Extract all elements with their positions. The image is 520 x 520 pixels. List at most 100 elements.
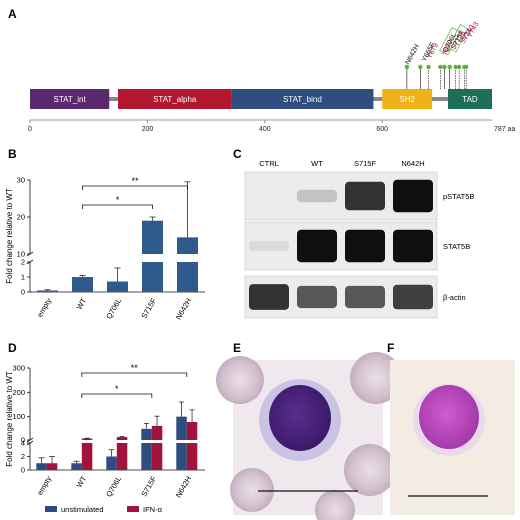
western-blot: CTRL WT S715F N642H pSTAT5B STAT5B β-actin	[244, 159, 474, 319]
blot-band	[393, 179, 433, 213]
y-tick-label: 4	[21, 439, 25, 448]
significance-label: *	[115, 384, 119, 394]
mutation-marker	[453, 64, 458, 70]
domain-sh2	[382, 89, 433, 109]
significance-label: *	[116, 195, 120, 205]
red-blood-cell	[216, 356, 264, 404]
panel-b-letter: B	[8, 147, 17, 161]
bar	[116, 437, 128, 440]
domain-label: STAT_bind	[283, 95, 322, 104]
bar	[176, 443, 187, 470]
bar	[151, 443, 163, 470]
mutation-highlight-box	[439, 27, 461, 56]
lane-label: CTRL	[259, 159, 279, 168]
mutation-marker	[438, 64, 443, 70]
mutation-highlight-box	[447, 24, 469, 53]
mutation-marker	[442, 64, 447, 70]
blot-label: pSTAT5B	[443, 192, 474, 201]
legend-label: unstimulated	[61, 505, 104, 514]
mutation-marker	[404, 64, 410, 70]
cell-nucleus	[269, 385, 331, 451]
x-tick-label: N642H	[174, 297, 193, 322]
domain-stat-alpha	[118, 89, 232, 109]
bar	[71, 463, 82, 470]
bar	[81, 443, 93, 470]
y-tick-label: 200	[12, 388, 25, 397]
y-tick-label: 0	[21, 466, 25, 475]
panel-e-letter: E	[233, 341, 241, 355]
bar	[177, 262, 198, 292]
y-tick-label: 2	[21, 258, 25, 267]
micrograph-f	[390, 360, 515, 515]
significance-bracket	[81, 393, 153, 398]
bar	[106, 456, 117, 470]
bar	[46, 463, 58, 470]
blot-band	[297, 285, 337, 309]
bar	[116, 443, 128, 470]
bar	[186, 422, 198, 440]
legend-swatch	[127, 506, 139, 512]
blot-band	[297, 229, 337, 263]
mutation-label: N642H	[404, 43, 420, 66]
aa-axis-tick-label: 0	[28, 126, 32, 133]
bar	[142, 262, 163, 292]
aa-axis-tick-label: 400	[259, 126, 271, 133]
lane-label: N642H	[401, 159, 424, 168]
y-tick-label: 2	[21, 452, 25, 461]
bar	[176, 416, 187, 440]
domain-label: TAD	[462, 95, 478, 104]
x-tick-label: empty	[35, 296, 53, 318]
blot-band	[393, 284, 433, 310]
mutation-marker	[456, 64, 462, 70]
domain-stat-bind	[231, 89, 374, 109]
cell-nucleus	[419, 385, 479, 449]
blot-band	[393, 229, 433, 263]
domain-label: SH2	[399, 95, 415, 104]
x-tick-label: S715F	[139, 474, 158, 498]
y-tick-label: 10	[17, 250, 25, 259]
legend-label: IFN-α	[143, 505, 163, 514]
domain-label: STAT_alpha	[153, 95, 197, 104]
mutation-marker	[426, 64, 431, 70]
blot-band	[297, 189, 337, 203]
blot-band	[249, 241, 289, 251]
aa-axis-tick-label: 200	[142, 126, 154, 133]
bar	[72, 277, 93, 292]
y-tick-label: 20	[17, 213, 25, 222]
aa-axis-tick-label: 600	[376, 126, 388, 133]
x-tick-label: Q706L	[104, 297, 123, 321]
significance-label: **	[131, 363, 139, 373]
significance-bracket	[82, 185, 188, 190]
micrograph-e	[216, 352, 402, 520]
lane-label: WT	[311, 159, 323, 168]
domain-stat-int	[30, 89, 110, 109]
bar	[186, 443, 198, 470]
red-blood-cell	[315, 490, 355, 520]
panel-f-letter: F	[387, 341, 394, 355]
blot-label: β-actin	[443, 293, 466, 302]
x-tick-label: Q706L	[104, 475, 123, 499]
x-tick-label: empty	[35, 474, 53, 496]
blot-band	[345, 229, 385, 263]
red-blood-cell	[344, 444, 396, 496]
y-tick-label: 30	[17, 176, 25, 185]
significance-label: **	[131, 176, 139, 186]
significance-bracket	[81, 372, 188, 377]
bar	[141, 443, 152, 470]
bar	[37, 290, 58, 292]
lane-label: S715F	[354, 159, 377, 168]
domain-map: STAT_int STAT_alpha STAT_bind SH2 TAD 0 200 400…	[28, 21, 515, 133]
legend-swatch	[45, 506, 57, 512]
mutation-marker	[463, 64, 469, 70]
domain-tad	[447, 89, 492, 109]
panel-c-letter: C	[233, 147, 242, 161]
mutation-marker	[418, 64, 423, 70]
mutation-marker	[447, 64, 452, 70]
bar	[107, 281, 128, 292]
y-tick-label: 300	[12, 364, 25, 373]
red-blood-cell	[230, 468, 274, 512]
blot-band	[345, 181, 385, 211]
